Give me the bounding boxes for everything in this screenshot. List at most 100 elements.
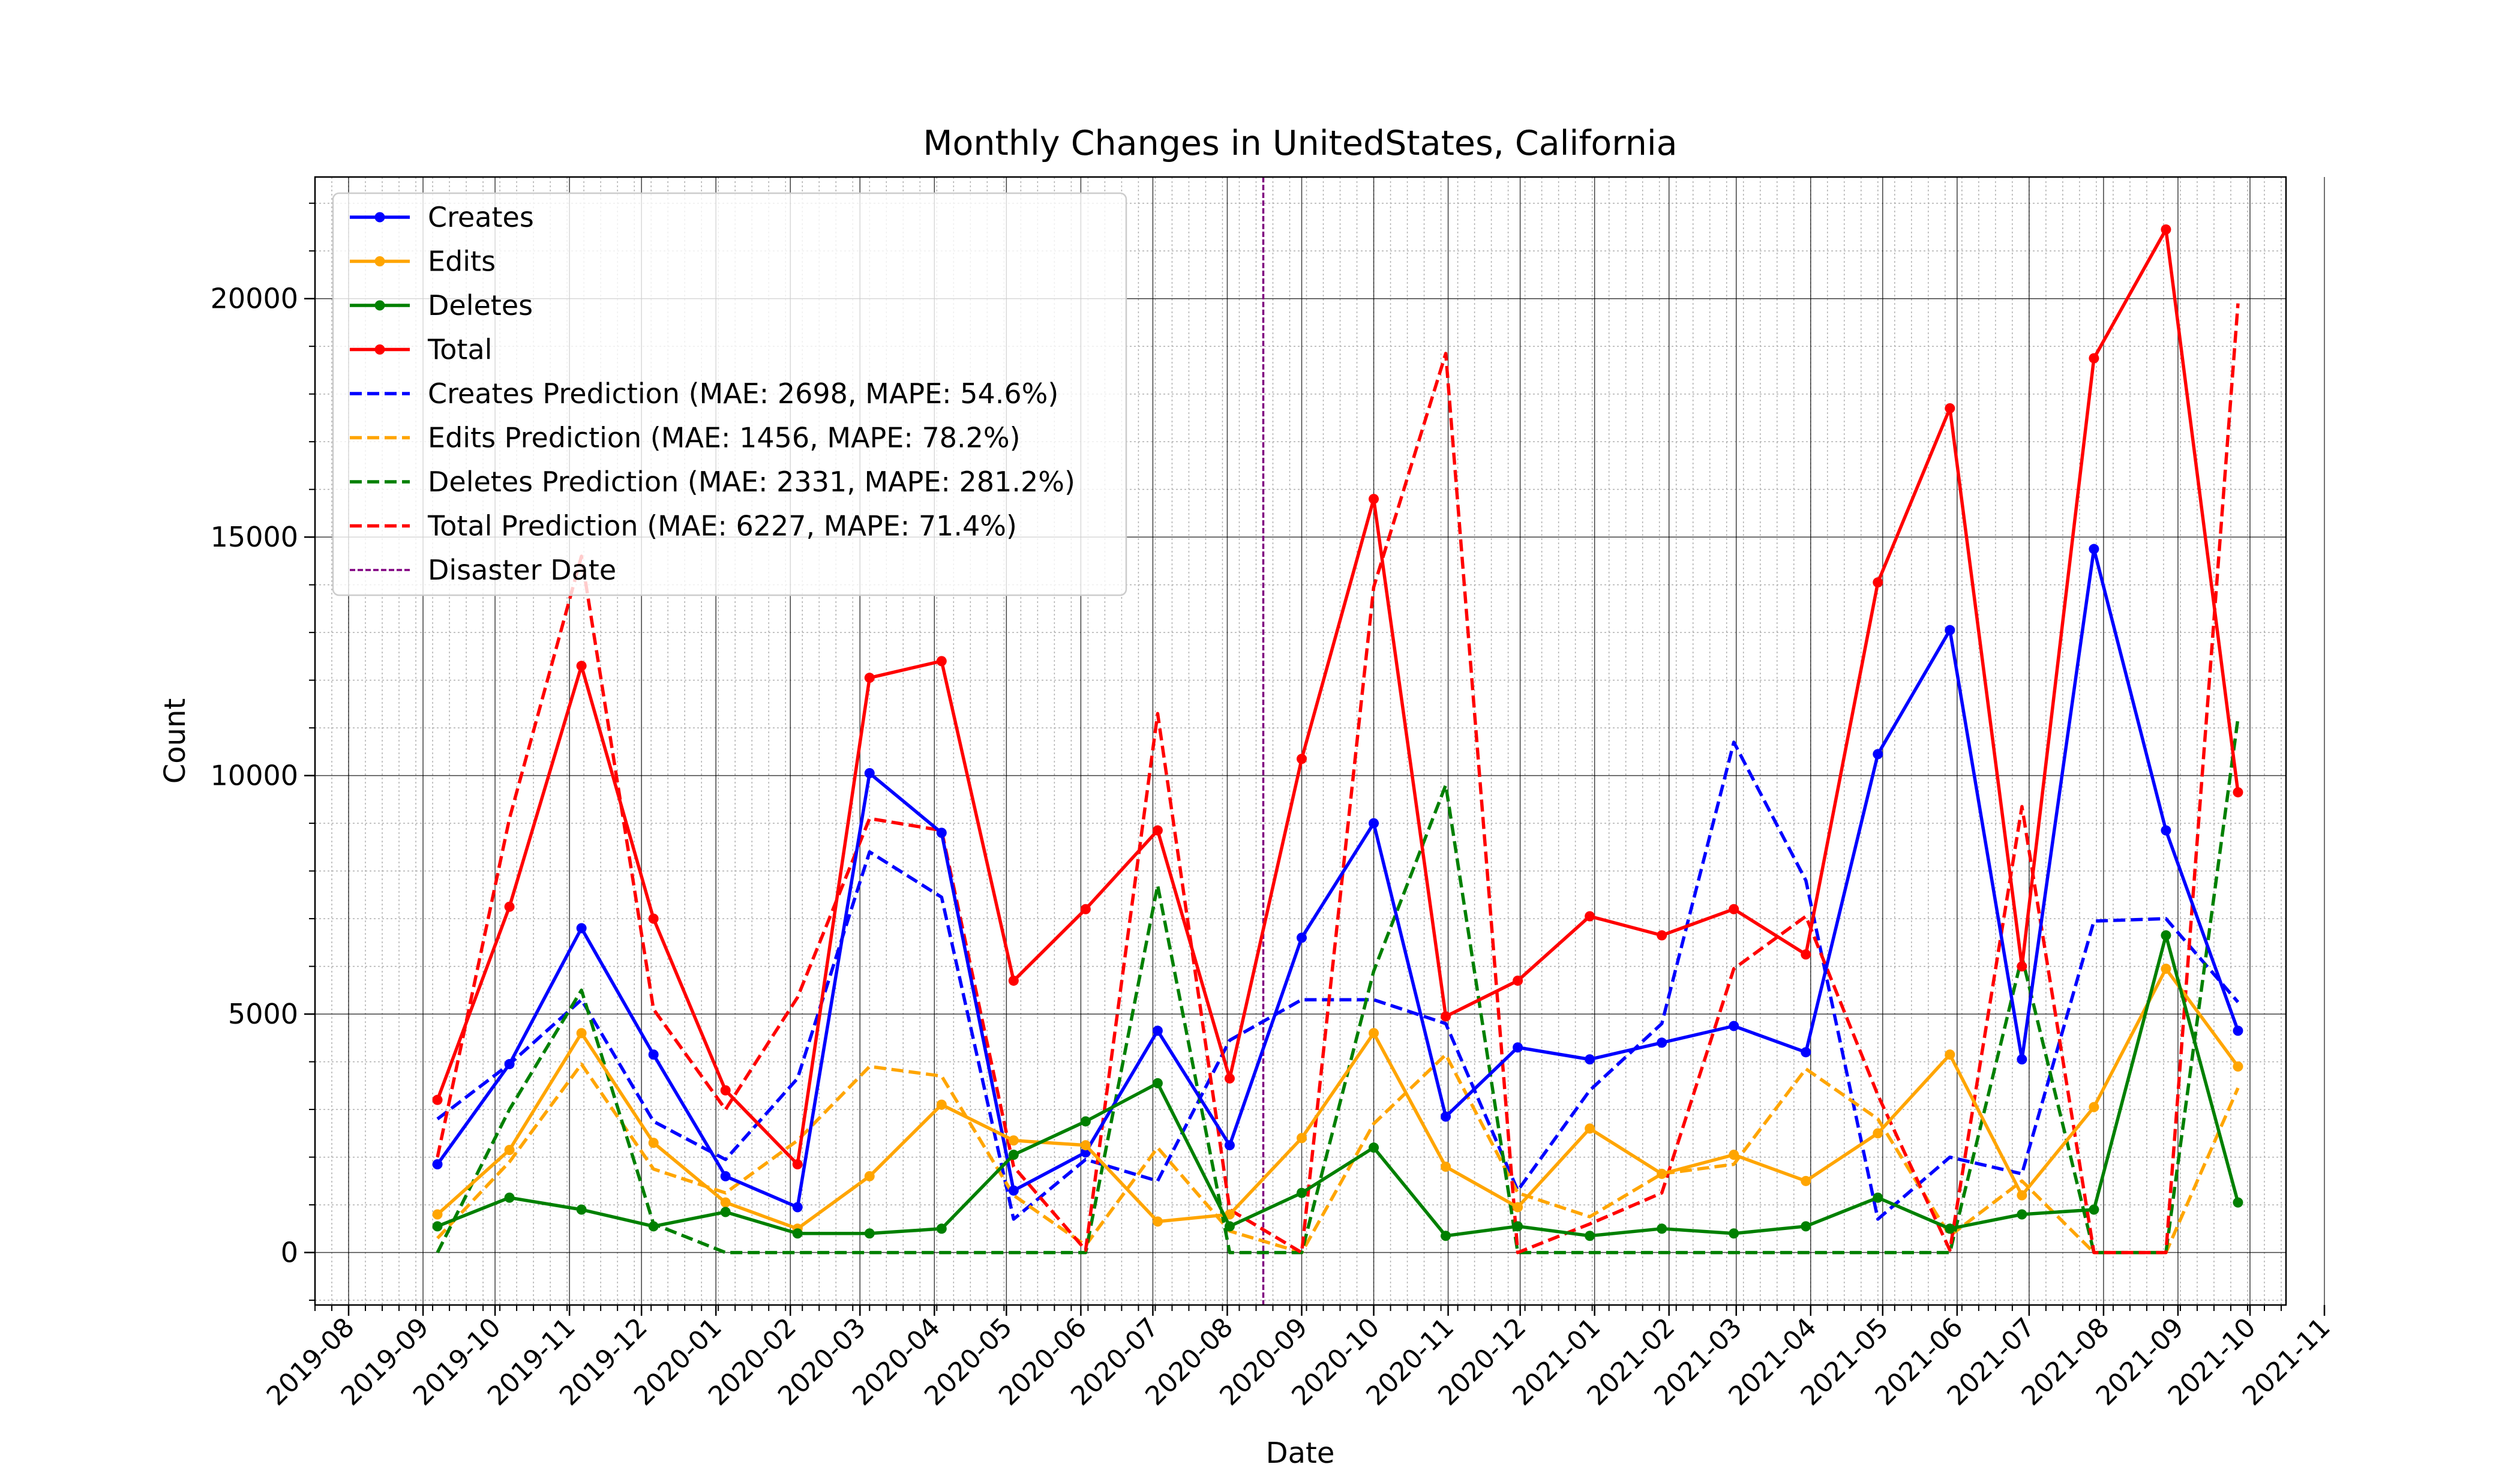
data-point [1369, 1142, 1379, 1153]
legend-label: Edits [428, 245, 496, 278]
data-point [1945, 1223, 1955, 1234]
data-point [1441, 1011, 1451, 1022]
chart-title: Monthly Changes in UnitedStates, Califor… [923, 124, 1677, 163]
data-point [864, 673, 875, 683]
plot-frame [314, 176, 2287, 1306]
series-creates-prediction [436, 740, 2240, 1221]
data-point [504, 1059, 515, 1070]
data-point [2161, 825, 2171, 836]
data-point [1873, 1192, 1883, 1203]
data-point [1873, 1128, 1883, 1139]
data-point [576, 661, 587, 671]
data-point [1729, 904, 1739, 914]
y-tick-label: 15000 [211, 521, 298, 553]
series-line [436, 718, 2240, 1255]
data-point [1369, 494, 1379, 505]
data-point [2161, 224, 2171, 235]
data-point [432, 1094, 443, 1105]
data-point [1657, 1037, 1667, 1048]
data-point [1297, 1133, 1307, 1144]
data-point [1080, 1140, 1091, 1151]
data-point [2233, 1025, 2243, 1036]
legend-label: Disaster Date [428, 554, 616, 586]
data-point [2017, 961, 2027, 972]
data-point [1873, 749, 1883, 760]
data-point [1224, 1140, 1235, 1151]
legend-label: Total Prediction (MAE: 6227, MAPE: 71.4%… [427, 510, 1017, 542]
data-point [2017, 1190, 2027, 1201]
data-point [648, 1049, 659, 1060]
data-point [1080, 1116, 1091, 1127]
data-point [432, 1159, 443, 1169]
series-lines [432, 224, 2243, 1255]
data-point [1441, 1111, 1451, 1122]
data-point [1297, 932, 1307, 943]
data-point [1441, 1231, 1451, 1241]
data-point [1513, 1221, 1523, 1232]
data-point [720, 1085, 731, 1096]
data-point [432, 1209, 443, 1220]
legend-label: Edits Prediction (MAE: 1456, MAPE: 78.2%… [428, 422, 1021, 454]
data-point [1152, 825, 1163, 836]
series-total [432, 224, 2243, 1169]
data-point [936, 656, 947, 667]
data-point [1945, 1049, 1955, 1060]
data-point [1873, 577, 1883, 588]
data-point [1369, 818, 1379, 829]
legend-label: Creates Prediction (MAE: 2698, MAPE: 54.… [428, 377, 1058, 410]
data-point [432, 1221, 443, 1232]
data-point [1441, 1161, 1451, 1172]
data-point [2089, 353, 2099, 364]
data-point [504, 1192, 515, 1203]
data-point [504, 901, 515, 912]
series-line [436, 1052, 2240, 1255]
data-point [1585, 1123, 1595, 1134]
x-axis-label: Date [1266, 1436, 1335, 1470]
data-point [2017, 1054, 2027, 1065]
y-axis: 0 5000 10000 15000 20000 [211, 202, 315, 1301]
data-point [648, 913, 659, 924]
data-point [1657, 1168, 1667, 1179]
data-point [720, 1207, 731, 1217]
data-point [576, 923, 587, 934]
data-point [1297, 754, 1307, 764]
data-point [1945, 625, 1955, 635]
legend-marker [374, 212, 385, 223]
data-point [1801, 1047, 1811, 1058]
data-point [1729, 1150, 1739, 1160]
series-creates [432, 544, 2243, 1213]
series-edits-prediction [436, 1052, 2240, 1255]
data-point [2233, 787, 2243, 797]
data-point [936, 827, 947, 838]
data-point [1513, 1202, 1523, 1213]
data-point [2017, 1209, 2027, 1220]
data-point [720, 1197, 731, 1208]
legend-label: Deletes Prediction (MAE: 2331, MAPE: 281… [428, 466, 1075, 498]
data-point [1008, 1135, 1019, 1146]
series-line [437, 934, 2240, 1238]
series-edits [432, 964, 2243, 1234]
data-point [792, 1202, 803, 1213]
legend-label: Deletes [428, 289, 533, 322]
data-point [2233, 1061, 2243, 1072]
data-point [864, 1171, 875, 1181]
data-point [792, 1228, 803, 1239]
data-point [864, 768, 875, 779]
legend-label: Creates [428, 201, 534, 233]
data-point [720, 1171, 731, 1181]
data-point [1585, 1054, 1595, 1065]
y-tick-label: 20000 [211, 283, 298, 315]
data-point [2089, 1204, 2099, 1215]
y-tick-label: 10000 [211, 760, 298, 792]
data-point [1008, 975, 1019, 986]
data-point [1801, 949, 1811, 960]
data-point [576, 1204, 587, 1215]
series-line [436, 547, 2240, 1209]
data-point [504, 1145, 515, 1156]
data-point [1657, 930, 1667, 941]
data-point [2161, 964, 2171, 974]
legend-marker [374, 256, 385, 266]
data-point [1224, 1221, 1235, 1232]
data-point [1152, 1078, 1163, 1088]
